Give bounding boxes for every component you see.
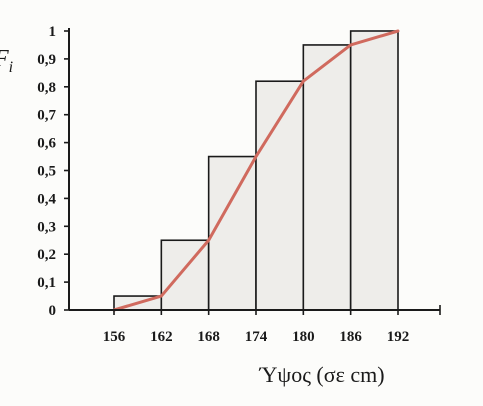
- x-tick-label: 162: [150, 329, 173, 345]
- y-axis-label-main: F: [0, 46, 9, 72]
- labels-layer: Ύψος (σε cm) Fi: [0, 46, 385, 387]
- y-tick-label: 0,5: [37, 164, 56, 180]
- y-axis-label-subscript: i: [9, 59, 13, 76]
- line-layer: [112, 29, 400, 312]
- bar-180-186: [302, 44, 352, 311]
- bars-layer: [113, 30, 399, 311]
- bar-168-174: [207, 155, 257, 311]
- x-tick-label: 168: [197, 329, 220, 345]
- y-tick-label: 0,2: [37, 247, 56, 263]
- y-tick-label: 0,7: [37, 108, 56, 124]
- y-tick-label: 0,3: [37, 219, 56, 235]
- x-axis-label: Ύψος (σε cm): [258, 362, 384, 387]
- bar-162-168: [160, 239, 210, 311]
- bar-174-180: [255, 80, 305, 311]
- ogive-line: [112, 29, 400, 312]
- x-tick-label: 180: [292, 329, 315, 345]
- axes-layer: 0 0,1 0,2 0,3 0,4 0,5 0,6 0,7 0,8 0,9 1 156 162 168 17…: [37, 24, 441, 345]
- x-tick-label: 174: [245, 329, 268, 345]
- y-axis-label: Fi: [0, 46, 13, 76]
- x-tick-label: 156: [103, 329, 126, 345]
- y-tick-label: 0,4: [37, 191, 56, 207]
- y-tick-label: 0,6: [37, 136, 56, 152]
- y-tick-label: 0,8: [37, 80, 56, 96]
- y-tick-label: 0: [49, 303, 57, 319]
- x-tick-label: 192: [387, 329, 410, 345]
- bar-186-192: [349, 30, 399, 311]
- y-tick-label: 1: [49, 24, 57, 40]
- x-tick-label: 186: [339, 329, 362, 345]
- y-tick-label: 0,1: [37, 275, 56, 291]
- y-tick-label: 0,9: [37, 52, 56, 68]
